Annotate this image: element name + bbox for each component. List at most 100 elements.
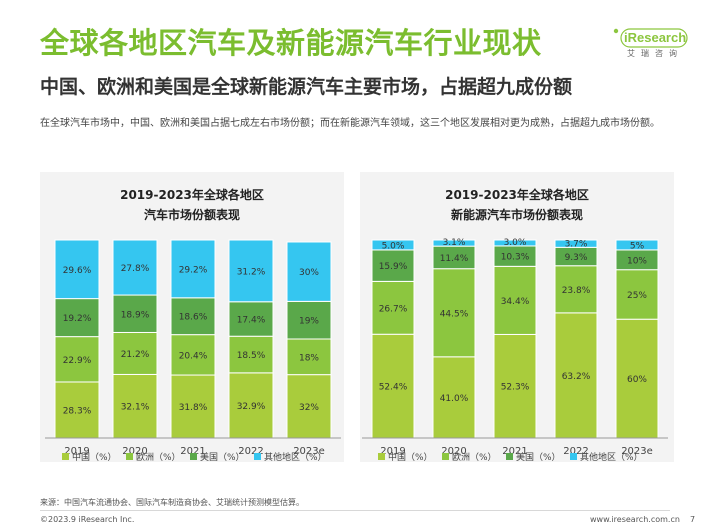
data-label: 60%: [627, 375, 647, 385]
legend-label-china: 中国（%）: [72, 451, 117, 462]
x-tick-label: 2019: [64, 446, 89, 457]
copyright: ©2023.9 iResearch Inc.: [40, 515, 135, 524]
chart-title-line1: 2019-2023年全球各地区: [445, 188, 589, 202]
data-label: 21.2%: [121, 350, 150, 360]
bar-segment-europe: [170, 334, 216, 376]
data-label: 20.4%: [179, 351, 208, 361]
bar-segment-europe: [371, 280, 415, 335]
x-tick-label: 2019: [380, 446, 405, 457]
bar-segment-china: [112, 373, 158, 439]
data-label: 26.7%: [379, 304, 408, 314]
data-label: 27.8%: [121, 264, 150, 274]
legend-swatch-europe: [126, 453, 133, 460]
legend-swatch-other: [570, 453, 577, 460]
data-label: 32.1%: [121, 403, 150, 413]
data-label: 32%: [299, 403, 319, 413]
bar-segment-china: [286, 374, 332, 439]
website-link[interactable]: www.iresearch.com.cn: [590, 515, 680, 524]
bar-segment-europe: [228, 335, 274, 374]
car-market-share-chart: 2019-2023年全球各地区 汽车市场份额表现 28.3% 22.9% 19.2%…: [40, 172, 344, 462]
data-label: 18.9%: [121, 310, 150, 320]
data-label: 29.6%: [63, 266, 92, 276]
data-label: 15.9%: [379, 262, 408, 272]
bar-segment-other: [54, 239, 100, 300]
data-label: 22.9%: [63, 356, 92, 366]
x-tick-label: 2022: [238, 446, 263, 457]
legend-swatch-china: [378, 453, 385, 460]
data-label: 32.9%: [237, 402, 266, 412]
data-label: 9.3%: [565, 253, 588, 263]
data-label: 5%: [630, 241, 645, 251]
x-tick-label: 2021: [180, 446, 205, 457]
bar-segment-europe: [112, 331, 158, 375]
data-label: 52.3%: [501, 383, 530, 393]
bar-segment-other: [228, 239, 274, 303]
bar-segment-europe: [54, 336, 100, 383]
footer-divider: [40, 510, 670, 511]
bar-segment-other: [554, 239, 598, 248]
page-number: 7: [690, 515, 696, 524]
bar-segment-other: [493, 239, 537, 247]
bar-segment-other: [432, 239, 476, 247]
chart-plot: 28.3% 22.9% 19.2% 29.6% 2019 32.1% 21.2% 18.9% 2…: [45, 239, 341, 462]
bar-segment-usa: [54, 298, 100, 338]
data-label: 11.4%: [440, 254, 469, 264]
data-label: 44.5%: [440, 309, 469, 319]
data-label: 18%: [299, 353, 319, 363]
x-tick-label: 2020: [122, 446, 147, 457]
bar-segment-usa: [228, 301, 274, 337]
bar-segment-china: [228, 372, 274, 439]
legend-swatch-europe: [442, 453, 449, 460]
data-label: 18.5%: [237, 351, 266, 361]
legend-swatch-other: [254, 453, 261, 460]
data-label: 52.4%: [379, 383, 408, 393]
data-label: 25%: [627, 291, 647, 301]
x-tick-label: 2021: [502, 446, 527, 457]
chart-title-line1: 2019-2023年全球各地区: [120, 188, 264, 202]
data-label: 3.0%: [504, 238, 527, 248]
nev-market-share-chart: 2019-2023年全球各地区 新能源汽车市场份额表现 52.4% 26.7% 15…: [360, 172, 674, 462]
legend-label-usa: 美国（%）: [516, 451, 561, 462]
chart-title-line2: 汽车市场份额表现: [143, 208, 240, 222]
bar-segment-other: [112, 239, 158, 296]
legend-label-china: 中国（%）: [388, 451, 433, 462]
logo-cn-text: 艾瑞咨询: [627, 49, 683, 58]
legend-swatch-china: [62, 453, 69, 460]
data-label: 30%: [299, 268, 319, 278]
bar-segment-usa: [371, 249, 415, 282]
legend-label-other: 其他地区（%）: [580, 451, 643, 462]
legend-label-usa: 美国（%）: [200, 451, 245, 462]
bar-segment-europe: [493, 265, 537, 335]
x-tick-label: 2023e: [621, 446, 653, 457]
x-tick-label: 2023e: [293, 446, 325, 457]
data-label: 29.2%: [179, 265, 208, 275]
data-label: 28.3%: [63, 406, 92, 416]
data-label: 31.8%: [179, 403, 208, 413]
bar-segment-europe: [432, 268, 476, 358]
data-label: 17.4%: [237, 316, 266, 326]
bar-segment-other: [170, 239, 216, 299]
chart-title-line2: 新能源汽车市场份额表现: [450, 208, 583, 222]
legend-swatch-usa: [506, 453, 513, 460]
bar-segment-usa: [170, 297, 216, 336]
bar-segment-china: [432, 356, 476, 439]
data-label: 3.1%: [443, 238, 466, 248]
logo-text: iResearch: [624, 30, 686, 45]
data-label: 10.3%: [501, 253, 530, 263]
x-tick-label: 2022: [563, 446, 588, 457]
x-tick-label: 2020: [441, 446, 466, 457]
bar-segment-other: [371, 239, 415, 251]
bar-segment-other: [615, 239, 659, 251]
page-subtitle: 中国、欧洲和美国是全球新能源汽车主要市场，占据超九成份额: [40, 76, 573, 98]
legend-label-europe: 欧洲（%）: [452, 451, 497, 462]
source-note: 来源：中国汽车流通协会、国际汽车制造商协会、艾瑞统计预测模型估算。: [40, 498, 304, 507]
page-title: 全球各地区汽车及新能源汽车行业现状: [40, 26, 542, 60]
data-label: 34.4%: [501, 297, 530, 307]
bar-segment-usa: [286, 300, 332, 340]
data-label: 41.0%: [440, 394, 469, 404]
chart-plot: 52.4% 26.7% 15.9% 5.0% 2019 41.0% 44.5% 11.4% 3.…: [362, 238, 668, 462]
bar-segment-other: [286, 241, 332, 302]
bar-segment-europe: [286, 338, 332, 376]
data-label: 19%: [299, 317, 319, 327]
bar-segment-china: [615, 318, 659, 439]
